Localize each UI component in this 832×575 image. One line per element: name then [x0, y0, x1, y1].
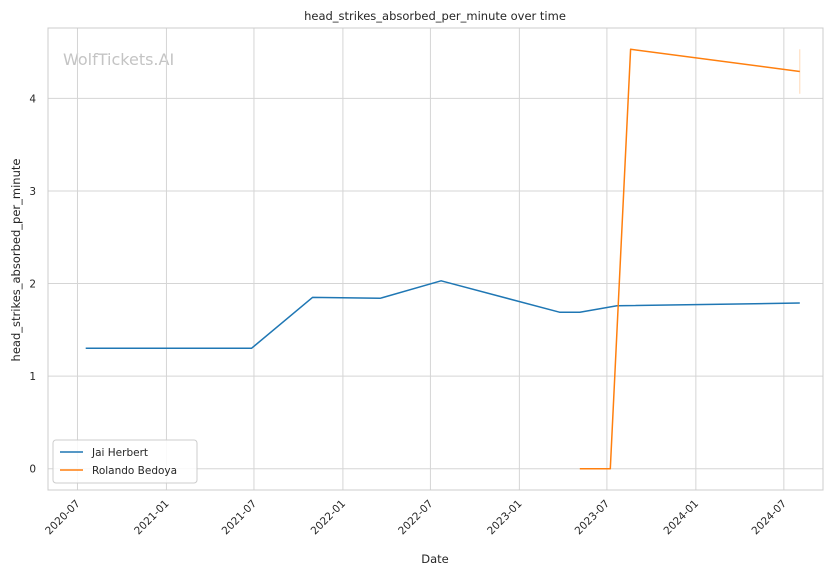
x-axis-ticks: 2020-07 2021-01 2021-07 2022-01 2022-07 2023-…	[43, 498, 789, 538]
x-tick-label: 2023-07	[573, 498, 613, 538]
y-tick-label: 3	[29, 186, 36, 198]
x-tick-label: 2021-07	[220, 498, 260, 538]
x-tick-label: 2022-01	[309, 498, 349, 538]
x-tick-label: 2023-01	[485, 498, 525, 538]
watermark: WolfTickets.AI	[63, 50, 174, 69]
y-tick-label: 0	[29, 464, 36, 476]
grid	[48, 28, 823, 490]
x-tick-label: 2021-01	[132, 498, 172, 538]
x-axis-label: Date	[421, 552, 449, 566]
series-line-rolando-bedoya	[579, 48, 800, 470]
chart-title: head_strikes_absorbed_per_minute over ti…	[304, 9, 566, 23]
x-tick-label: 2024-07	[750, 498, 790, 538]
x-tick-label: 2022-07	[396, 498, 436, 538]
x-tick-label: 2020-07	[43, 498, 83, 538]
legend-box	[52, 439, 198, 484]
y-axis-label: head_strikes_absorbed_per_minute	[9, 159, 23, 362]
y-tick-label: 1	[29, 371, 36, 383]
legend-label-jai-herbert: Jai Herbert	[91, 447, 148, 459]
legend-label-rolando-bedoya: Rolando Bedoya	[92, 465, 177, 477]
plot-frame	[47, 27, 824, 491]
series-line-jai-herbert	[85, 280, 800, 350]
y-tick-label: 4	[29, 93, 36, 105]
y-axis-ticks: 0 1 2 3 4	[29, 93, 36, 475]
x-tick-label: 2024-01	[662, 498, 702, 538]
series-layer	[85, 48, 801, 470]
y-tick-label: 2	[29, 279, 36, 291]
legend: Jai Herbert Rolando Bedoya	[52, 439, 198, 484]
